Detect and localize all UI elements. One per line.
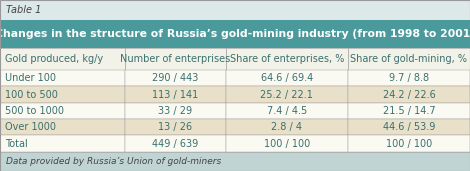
Bar: [0, 135, 125, 152]
Bar: [226, 48, 348, 70]
Bar: [348, 70, 470, 86]
Text: 113 / 141: 113 / 141: [152, 90, 198, 100]
Bar: [226, 86, 348, 103]
Bar: [348, 103, 470, 119]
Bar: [0, 0, 470, 20]
Text: Gold produced, kg/y: Gold produced, kg/y: [5, 54, 103, 64]
Text: Total: Total: [5, 139, 27, 149]
Text: 2.8 / 4: 2.8 / 4: [271, 122, 302, 132]
Bar: [125, 48, 226, 70]
Bar: [125, 119, 226, 135]
Text: 500 to 1000: 500 to 1000: [5, 106, 64, 116]
Text: Share of enterprises, %: Share of enterprises, %: [229, 54, 344, 64]
Text: 25.2 / 22.1: 25.2 / 22.1: [260, 90, 313, 100]
Text: Over 1000: Over 1000: [5, 122, 56, 132]
Bar: [0, 119, 125, 135]
Text: 9.7 / 8.8: 9.7 / 8.8: [389, 73, 429, 83]
Text: Changes in the structure of Russia’s gold-mining industry (from 1998 to 2001): Changes in the structure of Russia’s gol…: [0, 29, 470, 39]
Text: 33 / 29: 33 / 29: [158, 106, 192, 116]
Text: 7.4 / 4.5: 7.4 / 4.5: [266, 106, 307, 116]
Bar: [125, 103, 226, 119]
Bar: [0, 20, 470, 48]
Text: 449 / 639: 449 / 639: [152, 139, 198, 149]
Bar: [125, 135, 226, 152]
Text: 24.2 / 22.6: 24.2 / 22.6: [383, 90, 435, 100]
Text: 290 / 443: 290 / 443: [152, 73, 198, 83]
Text: Table 1: Table 1: [6, 5, 41, 15]
Bar: [125, 70, 226, 86]
Text: 100 / 100: 100 / 100: [264, 139, 310, 149]
Bar: [226, 103, 348, 119]
Text: 13 / 26: 13 / 26: [158, 122, 192, 132]
Bar: [0, 48, 125, 70]
Bar: [0, 103, 125, 119]
Text: 64.6 / 69.4: 64.6 / 69.4: [260, 73, 313, 83]
Bar: [348, 48, 470, 70]
Bar: [348, 135, 470, 152]
Bar: [226, 135, 348, 152]
Bar: [125, 86, 226, 103]
Text: Number of enterprises: Number of enterprises: [120, 54, 230, 64]
Text: Under 100: Under 100: [5, 73, 56, 83]
Bar: [0, 86, 125, 103]
Text: Share of gold-mining, %: Share of gold-mining, %: [351, 54, 467, 64]
Text: 21.5 / 14.7: 21.5 / 14.7: [383, 106, 435, 116]
Bar: [0, 70, 125, 86]
Bar: [348, 119, 470, 135]
Bar: [226, 119, 348, 135]
Text: 44.6 / 53.9: 44.6 / 53.9: [383, 122, 435, 132]
Text: 100 / 100: 100 / 100: [386, 139, 432, 149]
Text: Data provided by Russia’s Union of gold-miners: Data provided by Russia’s Union of gold-…: [6, 157, 221, 166]
Bar: [348, 86, 470, 103]
Bar: [226, 70, 348, 86]
Bar: [0, 152, 470, 171]
Text: 100 to 500: 100 to 500: [5, 90, 58, 100]
